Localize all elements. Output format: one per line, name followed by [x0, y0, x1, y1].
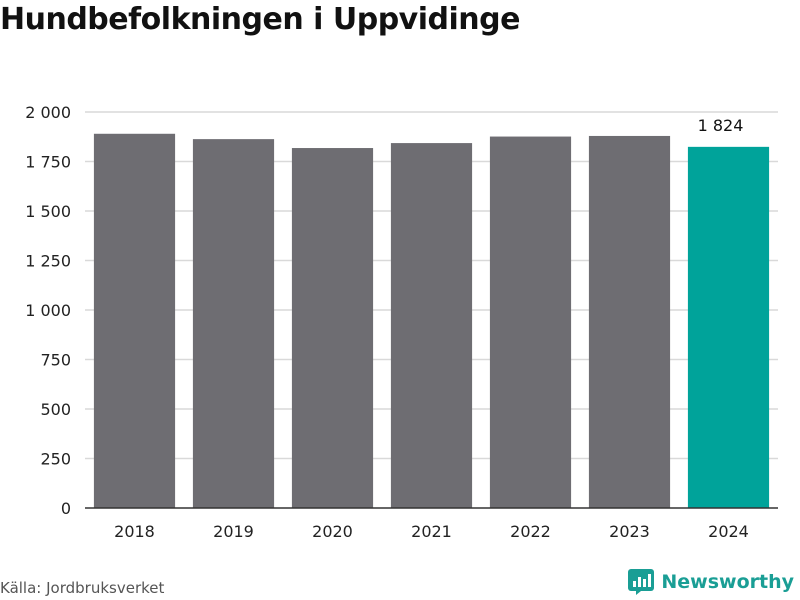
x-tick-label: 2018: [114, 522, 155, 541]
chart-title: Hundbefolkningen i Uppvidinge: [0, 2, 520, 37]
y-tick-label: 500: [40, 400, 71, 419]
bar-2019: [192, 139, 275, 508]
brand-name: Newsworthy: [661, 571, 794, 593]
y-tick-label: 1 250: [25, 252, 71, 271]
bar-2024: [687, 146, 770, 508]
brand-logo[interactable]: Newsworthy: [628, 569, 794, 595]
bar-2021: [390, 143, 473, 508]
bar-2022: [489, 136, 572, 508]
y-tick-label: 250: [40, 450, 71, 469]
y-tick-label: 1 750: [25, 153, 71, 172]
x-tick-label: 2021: [411, 522, 452, 541]
y-axis-ticks: 0 250 500 750 1 000 1 250 1 500 1 750 2 000: [25, 103, 71, 518]
bar-2020: [291, 148, 374, 508]
data-labels: 1 824: [698, 116, 744, 135]
y-tick-label: 1 500: [25, 202, 71, 221]
x-tick-label: 2023: [609, 522, 650, 541]
bar-2023: [588, 135, 671, 508]
y-tick-label: 0: [61, 499, 71, 518]
x-tick-label: 2019: [213, 522, 254, 541]
y-tick-label: 2 000: [25, 103, 71, 122]
bar-chart: 0 250 500 750 1 000 1 250 1 500 1 750 2 000 2018…: [25, 103, 778, 541]
x-tick-label: 2024: [708, 522, 749, 541]
bar-chart-logo-icon: [628, 569, 655, 595]
y-tick-label: 750: [40, 351, 71, 370]
bars: [93, 133, 770, 508]
x-axis-ticks: 2018 2019 2020 2021 2022 2023 2024: [114, 522, 749, 541]
data-label: 1 824: [698, 116, 744, 135]
bar-2018: [93, 133, 176, 508]
x-tick-label: 2022: [510, 522, 551, 541]
x-tick-label: 2020: [312, 522, 353, 541]
source-note: Källa: Jordbruksverket: [0, 579, 165, 597]
y-tick-label: 1 000: [25, 301, 71, 320]
